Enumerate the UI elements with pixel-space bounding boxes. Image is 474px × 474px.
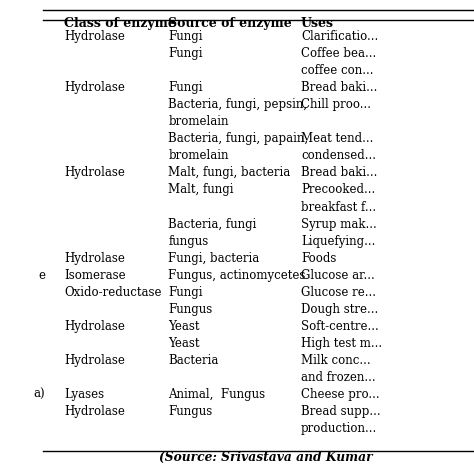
Text: Bacteria, fungi: Bacteria, fungi xyxy=(168,218,256,230)
Text: Liquefying...: Liquefying... xyxy=(301,235,375,247)
Text: Foods: Foods xyxy=(301,252,337,264)
Text: bromelain: bromelain xyxy=(168,115,229,128)
Text: condensed...: condensed... xyxy=(301,149,376,162)
Text: production...: production... xyxy=(301,422,377,435)
Text: Hydrolase: Hydrolase xyxy=(64,354,125,367)
Text: coffee con...: coffee con... xyxy=(301,64,374,77)
Text: Syrup mak...: Syrup mak... xyxy=(301,218,377,230)
Text: Hydrolase: Hydrolase xyxy=(64,166,125,179)
Text: Bread baki...: Bread baki... xyxy=(301,81,377,94)
Text: Yeast: Yeast xyxy=(168,320,200,333)
Text: Hydrolase: Hydrolase xyxy=(64,252,125,264)
Text: Fungi: Fungi xyxy=(168,81,203,94)
Text: and frozen...: and frozen... xyxy=(301,371,375,384)
Text: Fungi: Fungi xyxy=(168,286,203,299)
Text: Fungi, bacteria: Fungi, bacteria xyxy=(168,252,260,264)
Text: Bacteria: Bacteria xyxy=(168,354,219,367)
Text: fungus: fungus xyxy=(168,235,209,247)
Text: Clarificatio...: Clarificatio... xyxy=(301,30,378,43)
Text: Bacteria, fungi, papain,: Bacteria, fungi, papain, xyxy=(168,132,309,145)
Text: Uses: Uses xyxy=(301,17,334,29)
Text: Bacteria, fungi, pepsin,: Bacteria, fungi, pepsin, xyxy=(168,98,308,111)
Text: breakfast f...: breakfast f... xyxy=(301,201,376,213)
Text: Bread baki...: Bread baki... xyxy=(301,166,377,179)
Text: Milk conc...: Milk conc... xyxy=(301,354,371,367)
Text: Cheese pro...: Cheese pro... xyxy=(301,388,380,401)
Text: Yeast: Yeast xyxy=(168,337,200,350)
Text: Lyases: Lyases xyxy=(64,388,104,401)
Text: Glucose ar...: Glucose ar... xyxy=(301,269,375,282)
Text: Chill proo...: Chill proo... xyxy=(301,98,371,111)
Text: bromelain: bromelain xyxy=(168,149,229,162)
Text: a): a) xyxy=(33,388,45,401)
Text: Fungus: Fungus xyxy=(168,303,212,316)
Text: Hydrolase: Hydrolase xyxy=(64,405,125,418)
Text: Fungi: Fungi xyxy=(168,30,203,43)
Text: Fungus: Fungus xyxy=(168,405,212,418)
Text: Source of enzyme: Source of enzyme xyxy=(168,17,292,29)
Text: Oxido-reductase: Oxido-reductase xyxy=(64,286,162,299)
Text: Coffee bea...: Coffee bea... xyxy=(301,47,376,60)
Text: e: e xyxy=(38,269,45,282)
Text: Isomerase: Isomerase xyxy=(64,269,126,282)
Text: Fungi: Fungi xyxy=(168,47,203,60)
Text: Hydrolase: Hydrolase xyxy=(64,81,125,94)
Text: Soft-centre...: Soft-centre... xyxy=(301,320,379,333)
Text: Precooked...: Precooked... xyxy=(301,183,375,196)
Text: Hydrolase: Hydrolase xyxy=(64,30,125,43)
Text: Fungus, actinomycetes: Fungus, actinomycetes xyxy=(168,269,306,282)
Text: Animal,  Fungus: Animal, Fungus xyxy=(168,388,265,401)
Text: Malt, fungi, bacteria: Malt, fungi, bacteria xyxy=(168,166,291,179)
Text: Dough stre...: Dough stre... xyxy=(301,303,378,316)
Text: Meat tend...: Meat tend... xyxy=(301,132,374,145)
Text: Hydrolase: Hydrolase xyxy=(64,320,125,333)
Text: Bread supp...: Bread supp... xyxy=(301,405,381,418)
Text: Glucose re...: Glucose re... xyxy=(301,286,376,299)
Text: Malt, fungi: Malt, fungi xyxy=(168,183,234,196)
Text: (Source: Srivastava and Kumar: (Source: Srivastava and Kumar xyxy=(159,451,372,464)
Text: High test m...: High test m... xyxy=(301,337,382,350)
Text: Class of enzyme: Class of enzyme xyxy=(64,17,176,29)
